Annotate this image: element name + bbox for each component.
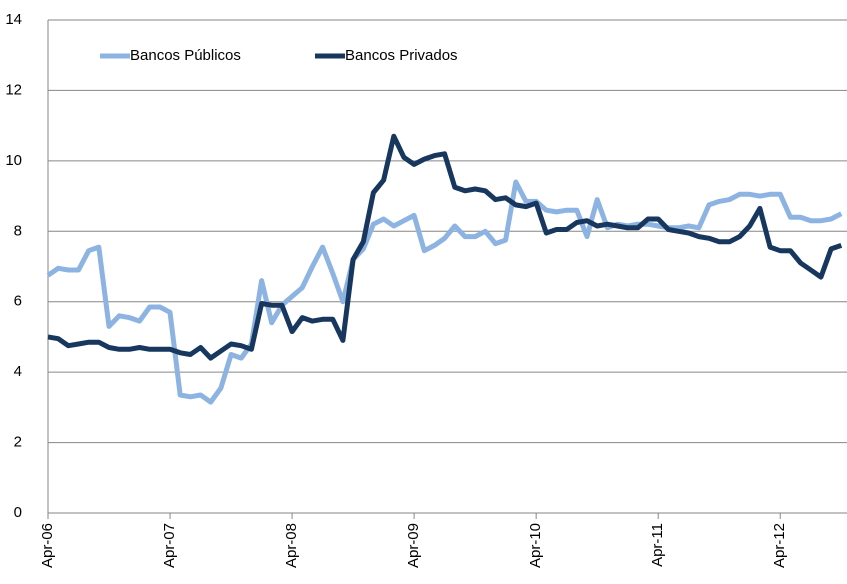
x-tick-label: Apr-10 xyxy=(527,523,544,568)
y-tick-label: 0 xyxy=(14,504,22,521)
x-tick-label: Apr-07 xyxy=(161,523,178,568)
legend-label: Bancos Privados xyxy=(345,47,458,64)
y-tick-label: 6 xyxy=(14,293,22,310)
y-tick-label: 12 xyxy=(5,81,22,98)
y-tick-label: 10 xyxy=(5,152,22,169)
y-tick-label: 2 xyxy=(14,434,22,451)
x-tick-label: Apr-09 xyxy=(405,523,422,568)
y-tick-label: 4 xyxy=(14,363,22,380)
x-tick-label: Apr-11 xyxy=(649,523,666,567)
x-tick-label: Apr-12 xyxy=(771,523,788,568)
y-tick-label: 8 xyxy=(14,222,22,239)
y-tick-label: 14 xyxy=(5,11,22,28)
legend-label: Bancos Públicos xyxy=(130,47,241,64)
x-tick-label: Apr-08 xyxy=(283,523,300,568)
series-line xyxy=(46,179,843,405)
x-tick-label: Apr-06 xyxy=(39,523,56,568)
series-line xyxy=(47,133,843,361)
